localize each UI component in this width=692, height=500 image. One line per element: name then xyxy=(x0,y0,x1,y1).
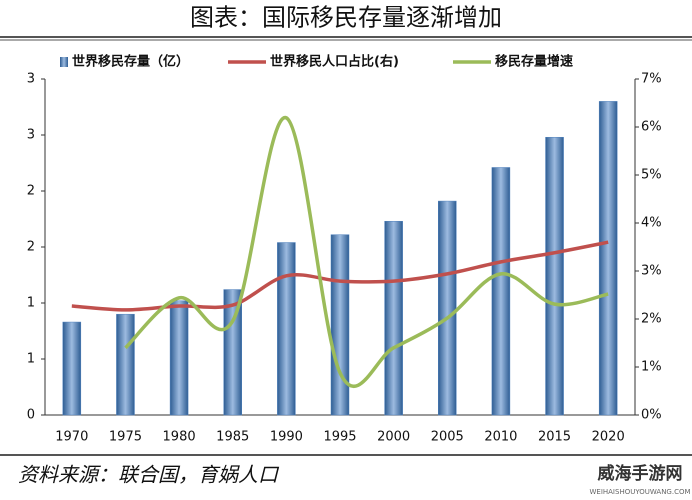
y2-tick-label: 3% xyxy=(641,264,662,279)
y-tick-label: 2 xyxy=(27,240,35,255)
x-tick-label: 2020 xyxy=(592,430,625,445)
line xyxy=(124,116,609,388)
legend-label: 世界移民人口占比(右) xyxy=(270,54,399,70)
y2-tick-label: 5% xyxy=(641,168,662,183)
x-tick-label: 1970 xyxy=(55,430,88,445)
bar xyxy=(330,234,350,416)
bar xyxy=(223,289,242,416)
watermark-sub: WEIHAISHOUYOUWANG.COM xyxy=(589,488,690,496)
x-tick-label: 1980 xyxy=(163,430,196,445)
chart-title: 图表：国际移民存量逐渐增加 xyxy=(190,4,502,32)
y2-tick-label: 7% xyxy=(641,72,662,87)
y2-tick-label: 6% xyxy=(641,120,662,135)
bar xyxy=(598,101,618,416)
y2-tick-label: 4% xyxy=(641,216,662,231)
source: 资料来源：联合国，育娲人口 xyxy=(18,463,280,487)
y-tick-label: 0 xyxy=(27,408,35,423)
bar xyxy=(62,321,82,416)
bar xyxy=(491,167,511,416)
x-tick-label: 1995 xyxy=(323,430,356,445)
bar xyxy=(384,220,403,416)
y2-tick-label: 0% xyxy=(641,408,662,423)
bar xyxy=(169,300,189,416)
y-tick-label: 2 xyxy=(27,184,35,199)
x-tick-label: 1990 xyxy=(270,430,303,445)
y-tick-label: 1 xyxy=(27,296,35,311)
legend-label: 移民存量增速 xyxy=(495,54,573,70)
legend-label: 世界移民存量（亿） xyxy=(72,54,189,70)
x-tick-label: 2015 xyxy=(538,430,571,445)
bar xyxy=(277,242,296,416)
x-tick-label: 1985 xyxy=(216,430,249,445)
y-tick-label: 3 xyxy=(27,128,35,143)
x-tick-label: 2010 xyxy=(484,430,517,445)
x-tick-label: 2005 xyxy=(431,430,464,445)
y2-tick-label: 1% xyxy=(641,360,662,375)
bar xyxy=(438,200,457,416)
bar xyxy=(545,136,564,416)
x-tick-label: 2000 xyxy=(377,430,410,445)
y-tick-label: 3 xyxy=(27,72,35,87)
legend-swatch xyxy=(60,57,68,67)
x-tick-label: 1975 xyxy=(109,430,142,445)
watermark: 威海手游网 xyxy=(598,463,683,484)
bar xyxy=(116,313,135,416)
y-tick-label: 1 xyxy=(27,352,35,367)
y2-tick-label: 2% xyxy=(641,312,662,327)
